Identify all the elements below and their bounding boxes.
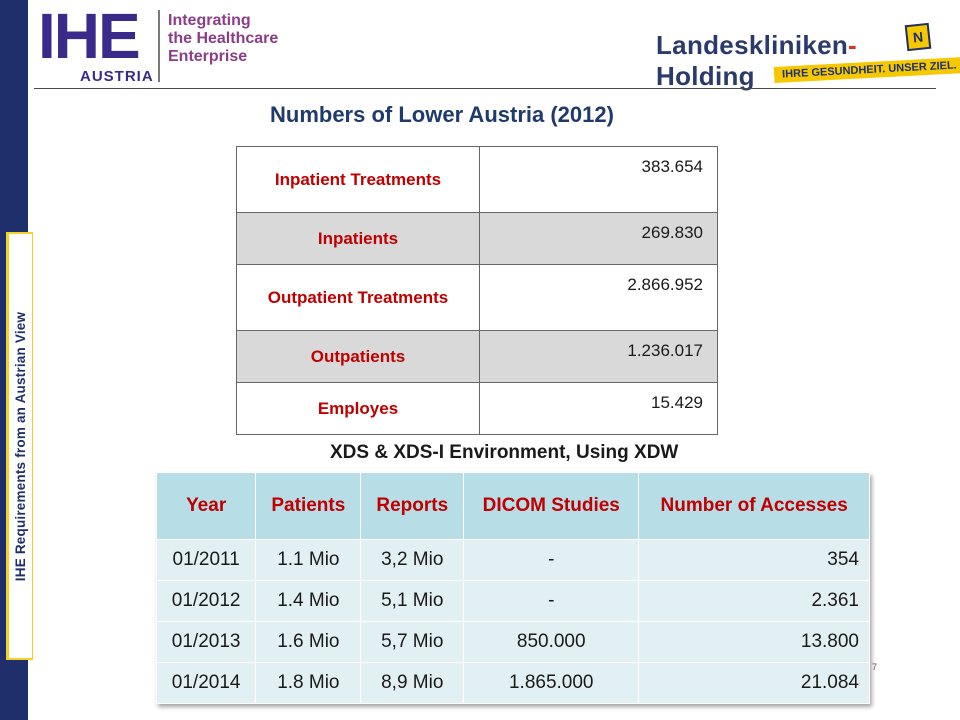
xds-table-cell: 1.1 Mio [255, 539, 362, 581]
ihe-logo-tagline: Integrating the Healthcare Enterprise [168, 12, 278, 66]
stats-value-cell: 15.429 [479, 382, 718, 435]
xds-table-body: 01/2011 1.1 Mio 3,2 Mio -354 01/2012 1.4 Mio 5… [155, 539, 870, 704]
xds-header-cell: Year [155, 472, 257, 540]
left-accent-bar: IHE Requirements from an Austrian View [0, 0, 33, 720]
xds-table-row: 01/2012 1.4 Mio 5,1 Mio -2.361 [155, 580, 870, 622]
xds-table-row: 01/2011 1.1 Mio 3,2 Mio -354 [155, 539, 870, 581]
page-number: 7 [872, 662, 878, 672]
stats-value-cell: 269.830 [479, 212, 718, 265]
stats-row: Inpatient Treatments 383.654 [236, 146, 718, 213]
xds-table-cell: 01/2014 [155, 662, 257, 704]
sidebar-vertical-text: IHE Requirements from an Austrian View [13, 311, 29, 581]
partner-logo-name: Landeskliniken- Holding [656, 30, 936, 92]
xds-table-cell: 13.800 [638, 621, 870, 663]
xds-table-cell: - [463, 580, 640, 622]
stats-row: Outpatient Treatments 2.866.952 [236, 264, 718, 331]
xds-table-cell: 850.000 [463, 621, 640, 663]
stats-value-cell: 1.236.017 [479, 330, 718, 383]
partner-logo-name-part2: Holding [656, 61, 755, 91]
xds-header-cell: DICOM Studies [463, 472, 640, 540]
sidebar-vertical-caption: IHE Requirements from an Austrian View [9, 234, 32, 658]
ihe-austria-logo: IHE AUSTRIA [38, 0, 168, 85]
xds-table-cell: 01/2011 [155, 539, 257, 581]
xds-table-row: 01/2013 1.6 Mio 5,7 Mio 850.000 13.800 [155, 621, 870, 663]
xds-table-cell: 3,2 Mio [360, 539, 465, 581]
xds-table-row: 01/2014 1.8 Mio 8,9 Mio 1.865.000 21.084 [155, 662, 870, 704]
stats-label-cell: Employes [236, 382, 480, 435]
stats-row: Outpatients 1.236.017 [236, 330, 718, 383]
xds-table-cell: 5,7 Mio [360, 621, 465, 663]
lower-austria-stats-table: Inpatient Treatments 383.654 Inpatients 269… [236, 146, 718, 435]
ihe-tagline-line-2: the Healthcare [168, 30, 279, 47]
partner-logo-badge: N [904, 22, 932, 52]
partner-logo-hyphen: - [848, 30, 858, 60]
xds-header-row: Year Patients Reports DICOM Studies Number o… [155, 472, 870, 540]
xds-table-cell: 2.361 [638, 580, 870, 622]
stats-row: Inpatients 269.830 [236, 212, 718, 265]
xds-table-cell: 5,1 Mio [360, 580, 465, 622]
xds-table-cell: 354 [638, 539, 870, 581]
stats-label-cell: Outpatient Treatments [236, 264, 480, 331]
xds-table-cell: 01/2012 [155, 580, 257, 622]
xds-section-title: XDS & XDS-I Environment, Using XDW [330, 442, 679, 463]
ihe-logo-divider [158, 10, 160, 82]
xds-table-cell: 21.084 [638, 662, 870, 704]
landeskliniken-holding-logo: Landeskliniken-Holding N IHRE GESUNDHEIT… [656, 22, 960, 91]
partner-logo-name-part1: Landeskliniken [656, 30, 849, 60]
xds-table-head: Year Patients Reports DICOM Studies Number o… [155, 472, 870, 540]
xds-table-cell: 1.865.000 [463, 662, 640, 704]
xds-header-cell: Number of Accesses [638, 472, 870, 540]
xds-table-cell: 1.4 Mio [255, 580, 362, 622]
stats-row: Employes 15.429 [236, 382, 718, 435]
stats-table-body: Inpatient Treatments 383.654 Inpatients 269… [236, 146, 718, 435]
stats-label-cell: Inpatient Treatments [236, 146, 480, 213]
header-divider [34, 88, 936, 89]
stats-value-cell: 383.654 [479, 146, 718, 213]
xds-table-cell: 1.8 Mio [255, 662, 362, 704]
page-title: Numbers of Lower Austria (2012) [270, 102, 614, 127]
xds-table-cell: - [463, 539, 640, 581]
ihe-tagline-line-3: Enterprise [168, 48, 248, 65]
ihe-logo-country: AUSTRIA [80, 68, 154, 85]
xds-environment-table: Year Patients Reports DICOM Studies Number o… [155, 472, 870, 704]
xds-header-cell: Reports [360, 472, 465, 540]
ihe-tagline-line-1: Integrating [168, 12, 251, 29]
xds-table-cell: 1.6 Mio [255, 621, 362, 663]
stats-label-cell: Inpatients [236, 212, 480, 265]
xds-table-cell: 8,9 Mio [360, 662, 465, 704]
sidebar-inner-panel [9, 234, 32, 658]
stats-label-cell: Outpatients [236, 330, 480, 383]
xds-table-cell: 01/2013 [155, 621, 257, 663]
stats-value-cell: 2.866.952 [479, 264, 718, 331]
xds-header-cell: Patients [255, 472, 362, 540]
ihe-logo-letters: IHE [38, 0, 141, 72]
